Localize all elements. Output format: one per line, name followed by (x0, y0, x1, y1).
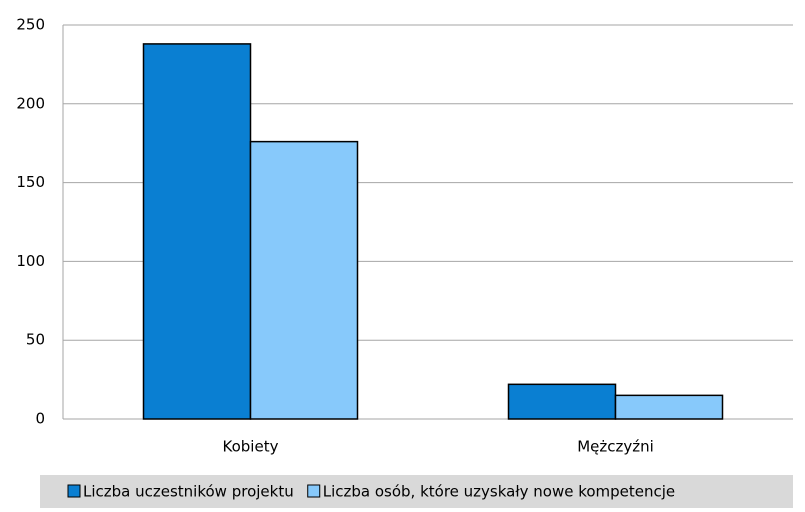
x-tick-label: Mężczyźni (577, 438, 654, 456)
legend-swatch (67, 484, 81, 498)
bar (142, 43, 252, 420)
legend-swatch (307, 484, 321, 498)
x-tick-label: Kobiety (223, 438, 279, 456)
legend-label: Liczba osób, które uzyskały nowe kompete… (323, 483, 675, 501)
y-tick-label: 150 (16, 173, 45, 191)
legend-label: Liczba uczestników projektu (83, 483, 294, 501)
legend-background (40, 475, 793, 508)
bar (249, 140, 359, 420)
y-tick-label: 0 (35, 410, 45, 428)
y-tick-label: 50 (26, 331, 45, 349)
y-tick-label: 200 (16, 94, 45, 112)
y-tick-label: 250 (16, 16, 45, 34)
bar (507, 383, 617, 420)
bar (614, 394, 724, 420)
y-tick-label: 100 (16, 252, 45, 270)
